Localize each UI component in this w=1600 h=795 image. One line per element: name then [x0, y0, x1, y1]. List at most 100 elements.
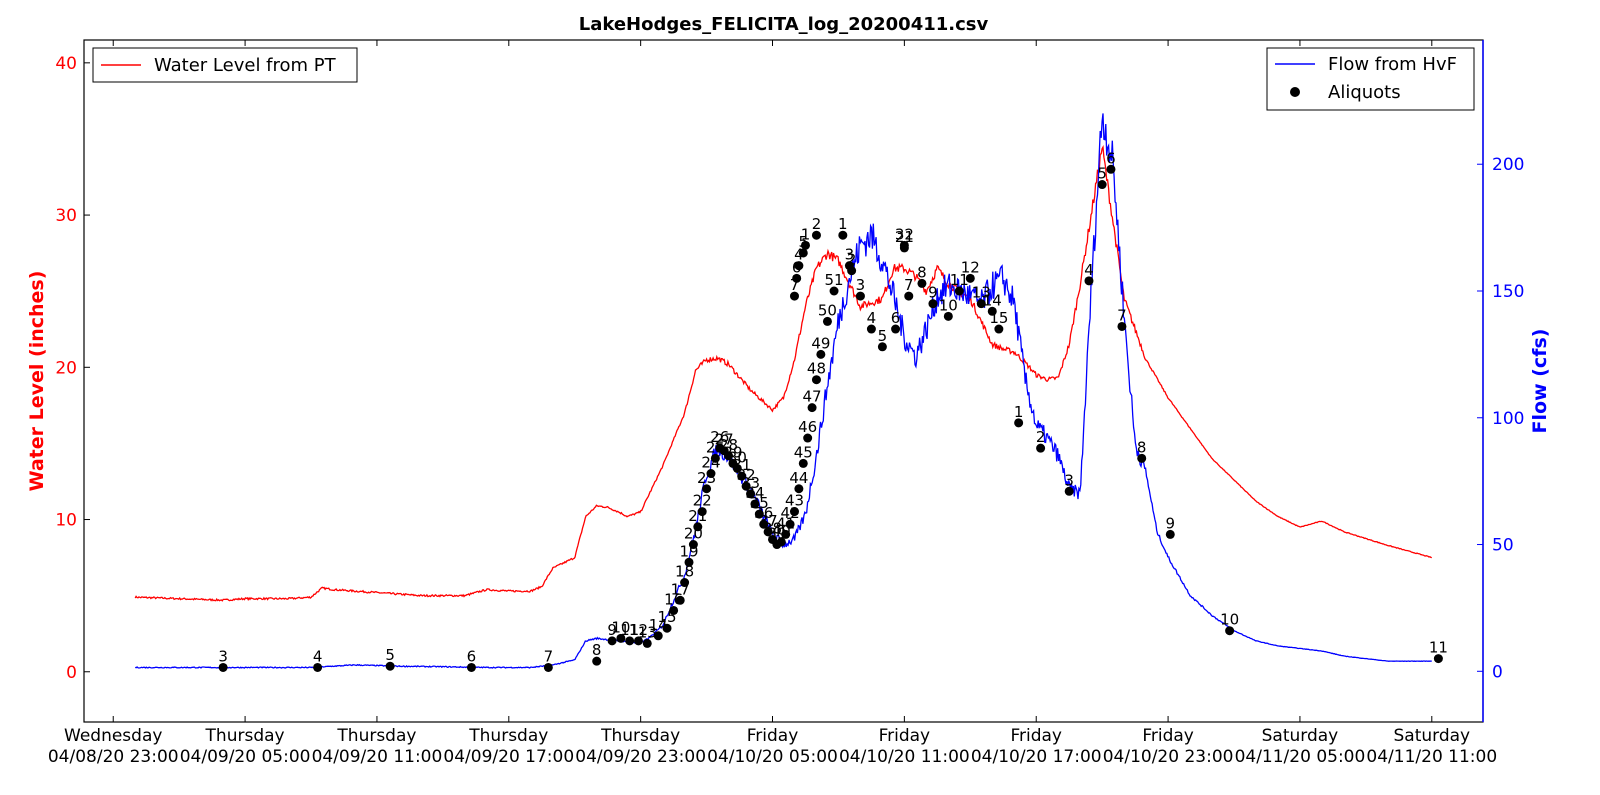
aliquot-label: 50 [818, 301, 837, 319]
legend-right-box [1266, 47, 1475, 111]
aliquot-layer: 3456789101112131415161718192021222324252… [218, 149, 1448, 672]
x-tick-date: 04/10/20 05:00 [707, 747, 838, 767]
aliquot-marker [781, 529, 791, 539]
aliquot-marker [803, 433, 813, 443]
aliquot-label: 10 [611, 618, 630, 636]
aliquot-label: 48 [807, 360, 826, 378]
x-tick-day: Friday [747, 726, 799, 746]
aliquot-label: 37 [759, 512, 778, 530]
aliquot-marker [1097, 180, 1107, 190]
aliquot-label: 11 [1429, 639, 1448, 657]
aliquot-label: 12 [629, 621, 648, 639]
aliquot-label: 11 [950, 271, 969, 289]
x-tick-day: Thursday [336, 726, 416, 746]
x-tick-date: 04/11/20 11:00 [1366, 747, 1497, 767]
x-tick-day: Thursday [600, 726, 680, 746]
aliquot-marker [697, 507, 707, 517]
aliquot-marker [680, 578, 690, 588]
aliquot-label: 10 [1220, 611, 1239, 629]
aliquot-label: 26 [710, 428, 729, 446]
aliquot-marker [737, 471, 747, 481]
aliquot-marker [800, 240, 810, 250]
aliquot-label: 7 [790, 276, 800, 294]
aliquot-marker [313, 662, 323, 672]
aliquot-label: 6 [1106, 149, 1116, 167]
x-tick-date: 04/11/20 05:00 [1235, 747, 1366, 767]
aliquot-marker [1117, 321, 1127, 331]
aliquot-label: 30 [728, 448, 747, 466]
aliquot-marker [1225, 626, 1235, 636]
aliquot-marker [750, 499, 760, 509]
legend-aliquots-marker [1290, 87, 1300, 97]
aliquot-marker [965, 273, 975, 283]
aliquot-marker [855, 291, 865, 301]
aliquot-marker [218, 662, 228, 672]
aliquot-marker [816, 349, 826, 359]
right-y-tick-label: 150 [1492, 282, 1524, 302]
aliquot-marker [625, 636, 635, 646]
x-tick-date: 04/09/20 05:00 [180, 747, 311, 767]
aliquot-marker [466, 662, 476, 672]
aliquot-label: 6 [792, 258, 802, 276]
aliquot-label: 5 [385, 646, 395, 664]
x-tick-date: 04/10/20 23:00 [1103, 747, 1234, 767]
aliquot-marker [675, 595, 685, 605]
aliquot-label: 49 [811, 334, 830, 352]
aliquot-marker [776, 537, 786, 547]
aliquot-marker [798, 458, 808, 468]
aliquot-label: 33 [741, 474, 760, 492]
aliquot-label: 15 [989, 309, 1008, 327]
aliquot-marker [653, 631, 663, 641]
aliquot-label: 7 [1117, 306, 1127, 324]
aliquot-label: 43 [785, 492, 804, 510]
aliquot-marker [994, 324, 1004, 334]
series-flow-line [134, 113, 1432, 669]
aliquot-label: 34 [745, 484, 764, 502]
aliquot-label: 4 [313, 647, 323, 665]
left-y-axis-label: Water Level (inches) [26, 271, 48, 492]
aliquot-label: 9 [607, 621, 617, 639]
aliquot-marker [592, 656, 602, 666]
aliquot-marker [891, 324, 901, 334]
aliquot-marker [1064, 486, 1074, 496]
aliquot-label: 18 [675, 563, 694, 581]
aliquot-marker [807, 403, 817, 413]
aliquot-marker [785, 519, 795, 529]
aliquot-marker [904, 291, 914, 301]
series-layer [134, 113, 1432, 669]
right-y-tick-label: 50 [1492, 536, 1514, 556]
aliquot-marker [706, 469, 716, 479]
aliquot-marker [616, 633, 626, 643]
aliquot-label: 14 [983, 291, 1002, 309]
aliquot-label: 2 [812, 215, 822, 233]
aliquot-marker [1084, 276, 1094, 286]
aliquot-marker [688, 540, 698, 550]
legend-water-level: Water Level from PT [92, 47, 358, 83]
aliquot-marker [1137, 453, 1147, 463]
aliquot-label: 2 [1036, 428, 1046, 446]
x-tick-date: 04/10/20 17:00 [971, 747, 1102, 767]
aliquot-marker [798, 248, 808, 258]
aliquot-label: 45 [794, 443, 813, 461]
right-y-tick-label: 0 [1492, 662, 1503, 682]
aliquot-marker [633, 636, 643, 646]
aliquot-label: 8 [1137, 438, 1147, 456]
aliquot-marker [724, 451, 734, 461]
aliquot-label: 44 [789, 469, 808, 487]
x-tick-day: Saturday [1262, 726, 1339, 746]
left-y-tick-label: 20 [55, 358, 77, 378]
aliquot-label: 21 [895, 228, 914, 246]
aliquot-label: 3 [845, 246, 855, 264]
aliquot-marker [789, 291, 799, 301]
aliquot-label: 8 [917, 263, 927, 281]
plot-frame [83, 39, 1484, 723]
aliquot-marker [759, 519, 769, 529]
legend-aliquots-label: Aliquots [1328, 82, 1401, 103]
aliquot-label: 10 [939, 296, 958, 314]
aliquot-label: 2 [847, 251, 857, 269]
aliquot-marker [822, 316, 832, 326]
aliquot-marker [669, 605, 679, 615]
aliquot-marker [866, 324, 876, 334]
